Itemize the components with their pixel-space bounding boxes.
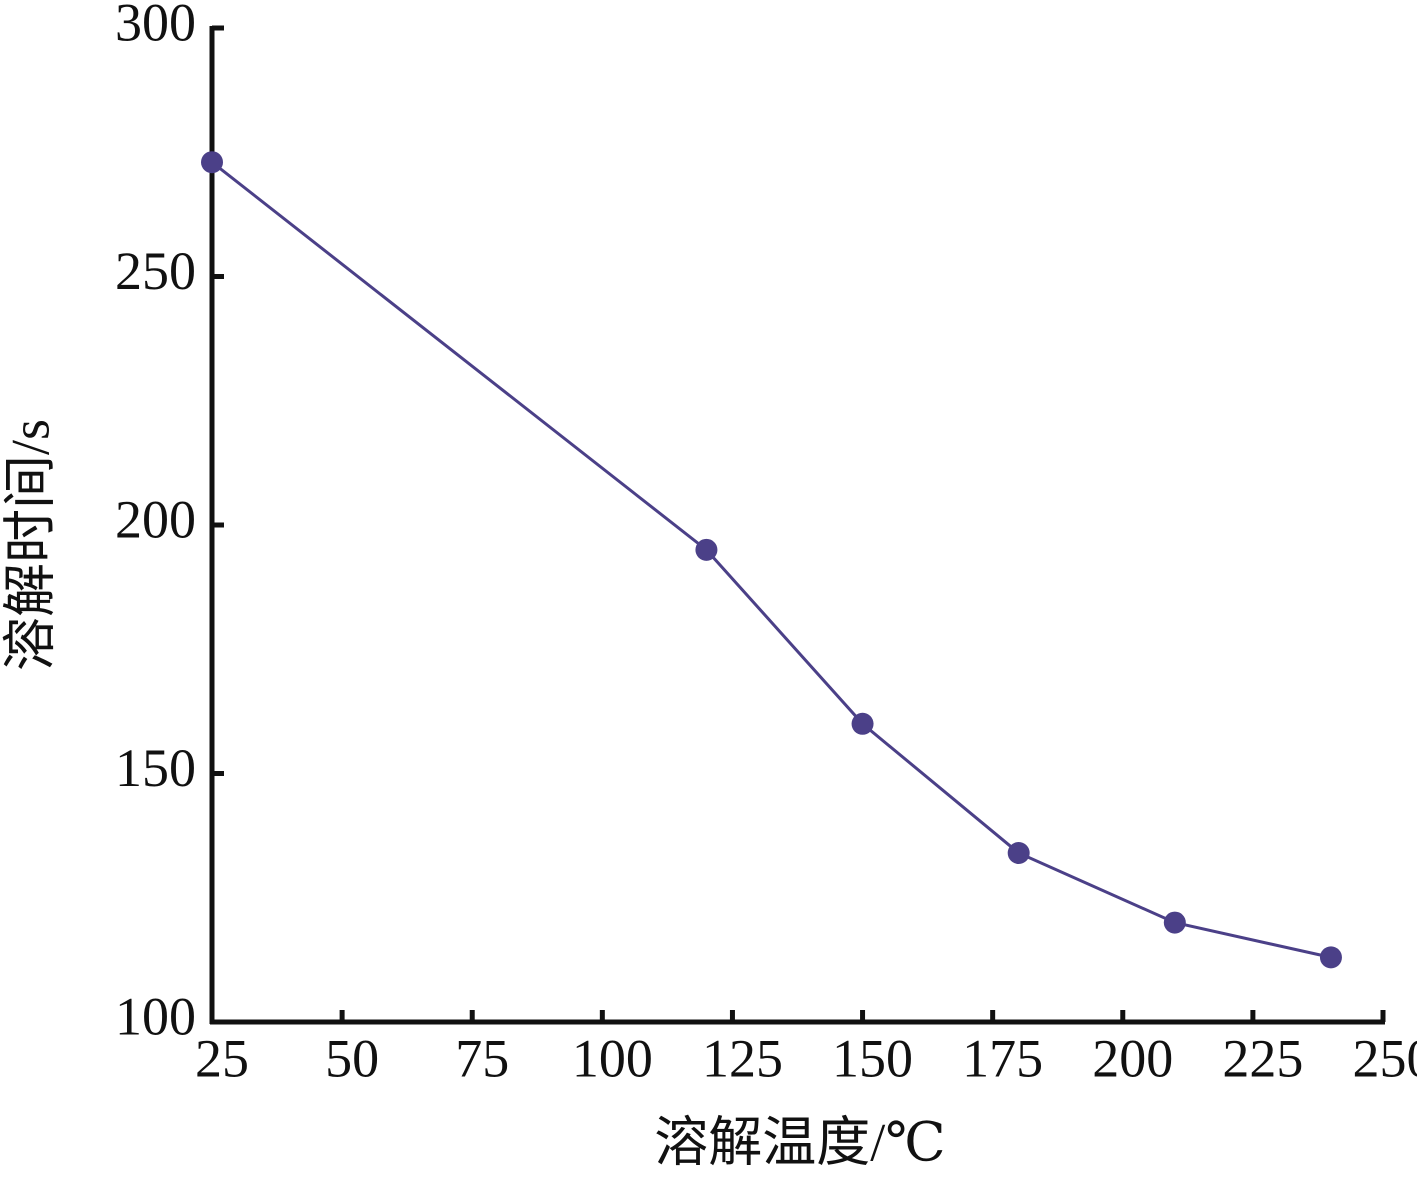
x-tick-label: 50 [325,1028,379,1088]
point [1163,911,1186,934]
y-tick-label: 150 [115,738,196,798]
x-tick-label: 25 [195,1028,249,1088]
x-tick-label: 250 [1353,1028,1417,1088]
y-tick-label: 300 [115,0,196,52]
point [1319,946,1342,969]
point [201,151,223,174]
line [211,161,1332,959]
y-tick-label: 250 [115,241,196,301]
x-tick-label: 100 [572,1028,653,1088]
x-tick-label: 175 [962,1028,1043,1088]
y-tick-label: 100 [115,986,196,1046]
x-tick-label: 75 [455,1028,509,1088]
x-tick-label: 150 [832,1028,913,1088]
y-axis-label: 溶解时间/s [0,419,60,671]
x-tick-label: 200 [1092,1028,1173,1088]
point [851,712,874,735]
x-tick-label: 225 [1222,1028,1303,1088]
y-tick-label: 200 [115,489,196,549]
point [695,538,718,561]
point [1007,842,1030,865]
x-axis-label: 溶解温度/℃ [654,1112,945,1172]
x-tick-label: 125 [702,1028,783,1088]
